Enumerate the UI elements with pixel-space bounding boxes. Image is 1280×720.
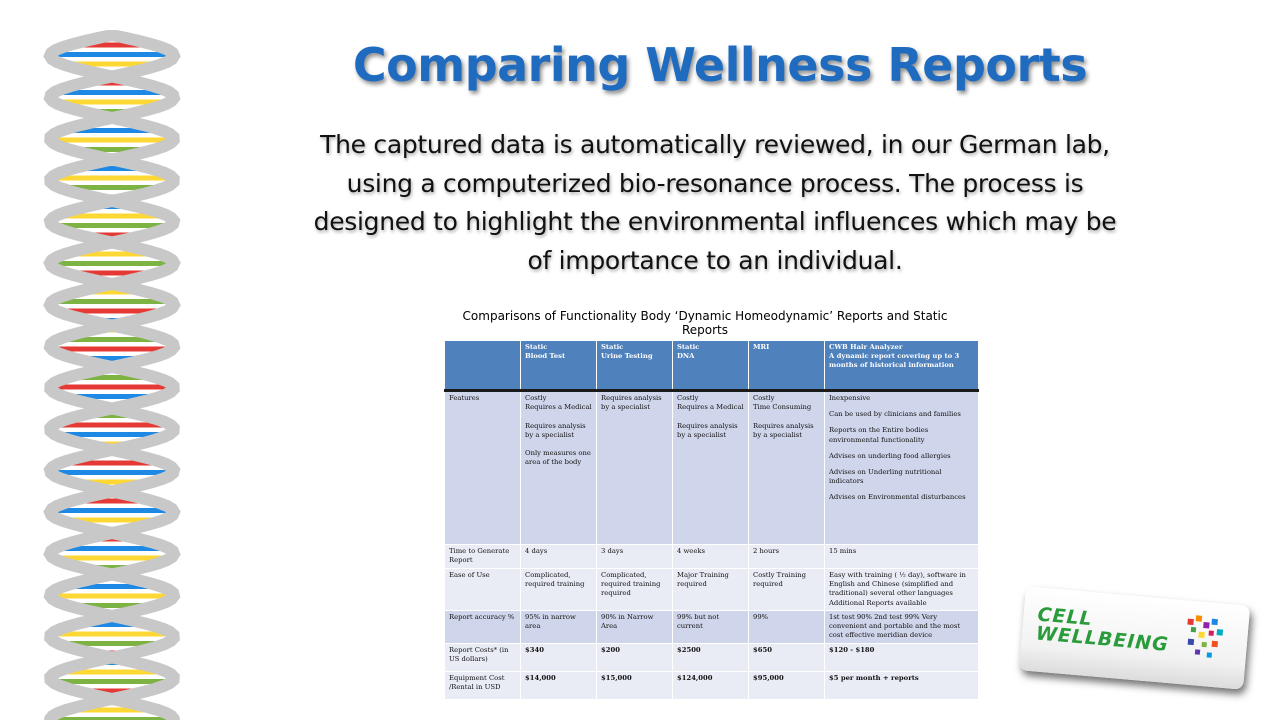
feature-line: Requires a Medical xyxy=(677,403,744,412)
row-label: Report accuracy % xyxy=(444,609,521,644)
header-sublabel: Urine Testing xyxy=(601,352,653,361)
table-caption: Comparisons of Functionality Body ‘Dynam… xyxy=(462,309,948,337)
feature-line: Reports on the Entire bodies environment… xyxy=(829,426,929,444)
feature-line: Costly xyxy=(677,394,699,402)
table-cell: $650 xyxy=(748,642,825,672)
feature-line: Can be used by clinicians and families xyxy=(829,410,961,419)
comparison-table: Static Blood Test Static Urine Testing Sta… xyxy=(444,340,979,700)
feature-line: Requires analysis by a specialist xyxy=(677,421,738,439)
table-cell: 4 weeks xyxy=(672,544,749,569)
row-label: Report Costs* (in US dollars) xyxy=(444,642,521,672)
feature-line: Inexpensive xyxy=(829,394,871,402)
table-cell: 95% in narrow area xyxy=(520,609,597,644)
table-cell: $120 - $180 xyxy=(824,642,979,672)
header-sublabel: DNA xyxy=(677,352,695,361)
feature-line: Requires a Medical xyxy=(525,403,592,412)
feature-line: Costly xyxy=(525,394,547,402)
header-label: Static xyxy=(677,343,700,351)
table-cell: 99% xyxy=(748,609,825,644)
row-label: Time to Generate Report xyxy=(444,544,521,569)
table-cell: 90% in Narrow Area xyxy=(596,609,673,644)
header-sublabel: A dynamic report covering up to 3 months… xyxy=(829,352,960,370)
feature-line: Requires analysis by a specialist xyxy=(525,421,586,439)
row-label: Features xyxy=(444,390,521,545)
intro-paragraph: The captured data is automatically revie… xyxy=(313,130,1117,275)
table-cell: $340 xyxy=(520,642,597,672)
feature-line: Requires analysis by a specialist xyxy=(753,421,814,439)
table-cell: 15 mins xyxy=(824,544,979,569)
table-cell: 99% but not current xyxy=(672,609,749,644)
features-mri-cell: Costly Time Consuming Requires analysis b… xyxy=(748,390,825,545)
table-cell: Major Training required xyxy=(672,568,749,611)
header-cell-blood: Static Blood Test xyxy=(520,340,597,392)
dna-strand xyxy=(43,30,181,720)
header-label: CWB Hair Analyzer xyxy=(829,343,903,351)
features-dna-cell: Costly Requires a Medical Requires analys… xyxy=(672,390,749,545)
table-cell: Costly Training required xyxy=(748,568,825,611)
feature-line xyxy=(753,412,820,421)
table-cell: 3 days xyxy=(596,544,673,569)
feature-line: Advises on Underling nutritional indicat… xyxy=(829,467,942,486)
table-row: Ease of Use Complicated, required trainin… xyxy=(444,568,979,611)
header-label: MRI xyxy=(753,343,770,351)
table-cell: $124,000 xyxy=(672,670,749,700)
header-cell-empty xyxy=(444,340,521,392)
feature-line: Requires analysis by a specialist xyxy=(601,394,662,412)
feature-line xyxy=(525,412,592,421)
dna-helix-decoration xyxy=(43,30,181,720)
feature-line: Time Consuming xyxy=(753,403,812,412)
header-sublabel: Blood Test xyxy=(525,352,566,361)
table-cell: $14,000 xyxy=(520,670,597,700)
feature-line: Only measures one area of the body xyxy=(525,449,591,467)
feature-line xyxy=(525,440,592,449)
table-row: Time to Generate Report 4 days 3 days 4 wee… xyxy=(444,544,979,569)
table-cell: $95,000 xyxy=(748,670,825,700)
table-cell: 2 hours xyxy=(748,544,825,569)
header-cell-urine: Static Urine Testing xyxy=(596,340,673,392)
features-urine-cell: Requires analysis by a specialist xyxy=(596,390,673,545)
row-label: Equipment Cost /Rental in USD xyxy=(444,670,521,700)
table-row-features: Features Costly Requires a Medical Requir… xyxy=(444,390,979,545)
table-cell: 1st test 90% 2nd test 99% Very convenien… xyxy=(824,609,979,644)
table-cell: $2500 xyxy=(672,642,749,672)
slide-title: Comparing Wellness Reports xyxy=(352,38,1088,92)
feature-line: Costly xyxy=(753,394,775,402)
table-cell: Complicated, required training xyxy=(520,568,597,611)
header-label: Static xyxy=(525,343,548,351)
dna-strand xyxy=(43,30,181,720)
features-blood-cell: Costly Requires a Medical Requires analys… xyxy=(520,390,597,545)
table-cell: Easy with training ( ½ day), software in… xyxy=(824,568,979,611)
feature-line: Advises on underling food allergies xyxy=(829,451,951,460)
table-cell: 4 days xyxy=(520,544,597,569)
table-header-row: Static Blood Test Static Urine Testing Sta… xyxy=(444,340,979,392)
header-cell-mri: MRI xyxy=(748,340,825,392)
table-cell: Complicated, required training required xyxy=(596,568,673,611)
header-cell-cwb: CWB Hair Analyzer A dynamic report coveri… xyxy=(824,340,979,392)
table-cell: $5 per month + reports xyxy=(824,670,979,700)
logo-dots-icon xyxy=(1187,615,1224,658)
table-cell: $15,000 xyxy=(596,670,673,700)
logo-wordmark: CELL WELLBEING xyxy=(1035,604,1171,656)
cell-wellbeing-logo: CELL WELLBEING xyxy=(1018,586,1251,690)
row-label: Ease of Use xyxy=(444,568,521,611)
header-label: Static xyxy=(601,343,624,351)
table-row: Equipment Cost /Rental in USD $14,000 $15,… xyxy=(444,670,979,700)
feature-line xyxy=(677,412,744,421)
table-row: Report accuracy % 95% in narrow area 90% i… xyxy=(444,609,979,644)
feature-line: Advises on Environmental disturbances xyxy=(829,493,966,502)
table-cell: $200 xyxy=(596,642,673,672)
table-row: Report Costs* (in US dollars) $340 $200 $25… xyxy=(444,642,979,672)
features-cwb-cell: Inexpensive Can be used by clinicians and… xyxy=(824,390,979,545)
header-cell-dna: Static DNA xyxy=(672,340,749,392)
